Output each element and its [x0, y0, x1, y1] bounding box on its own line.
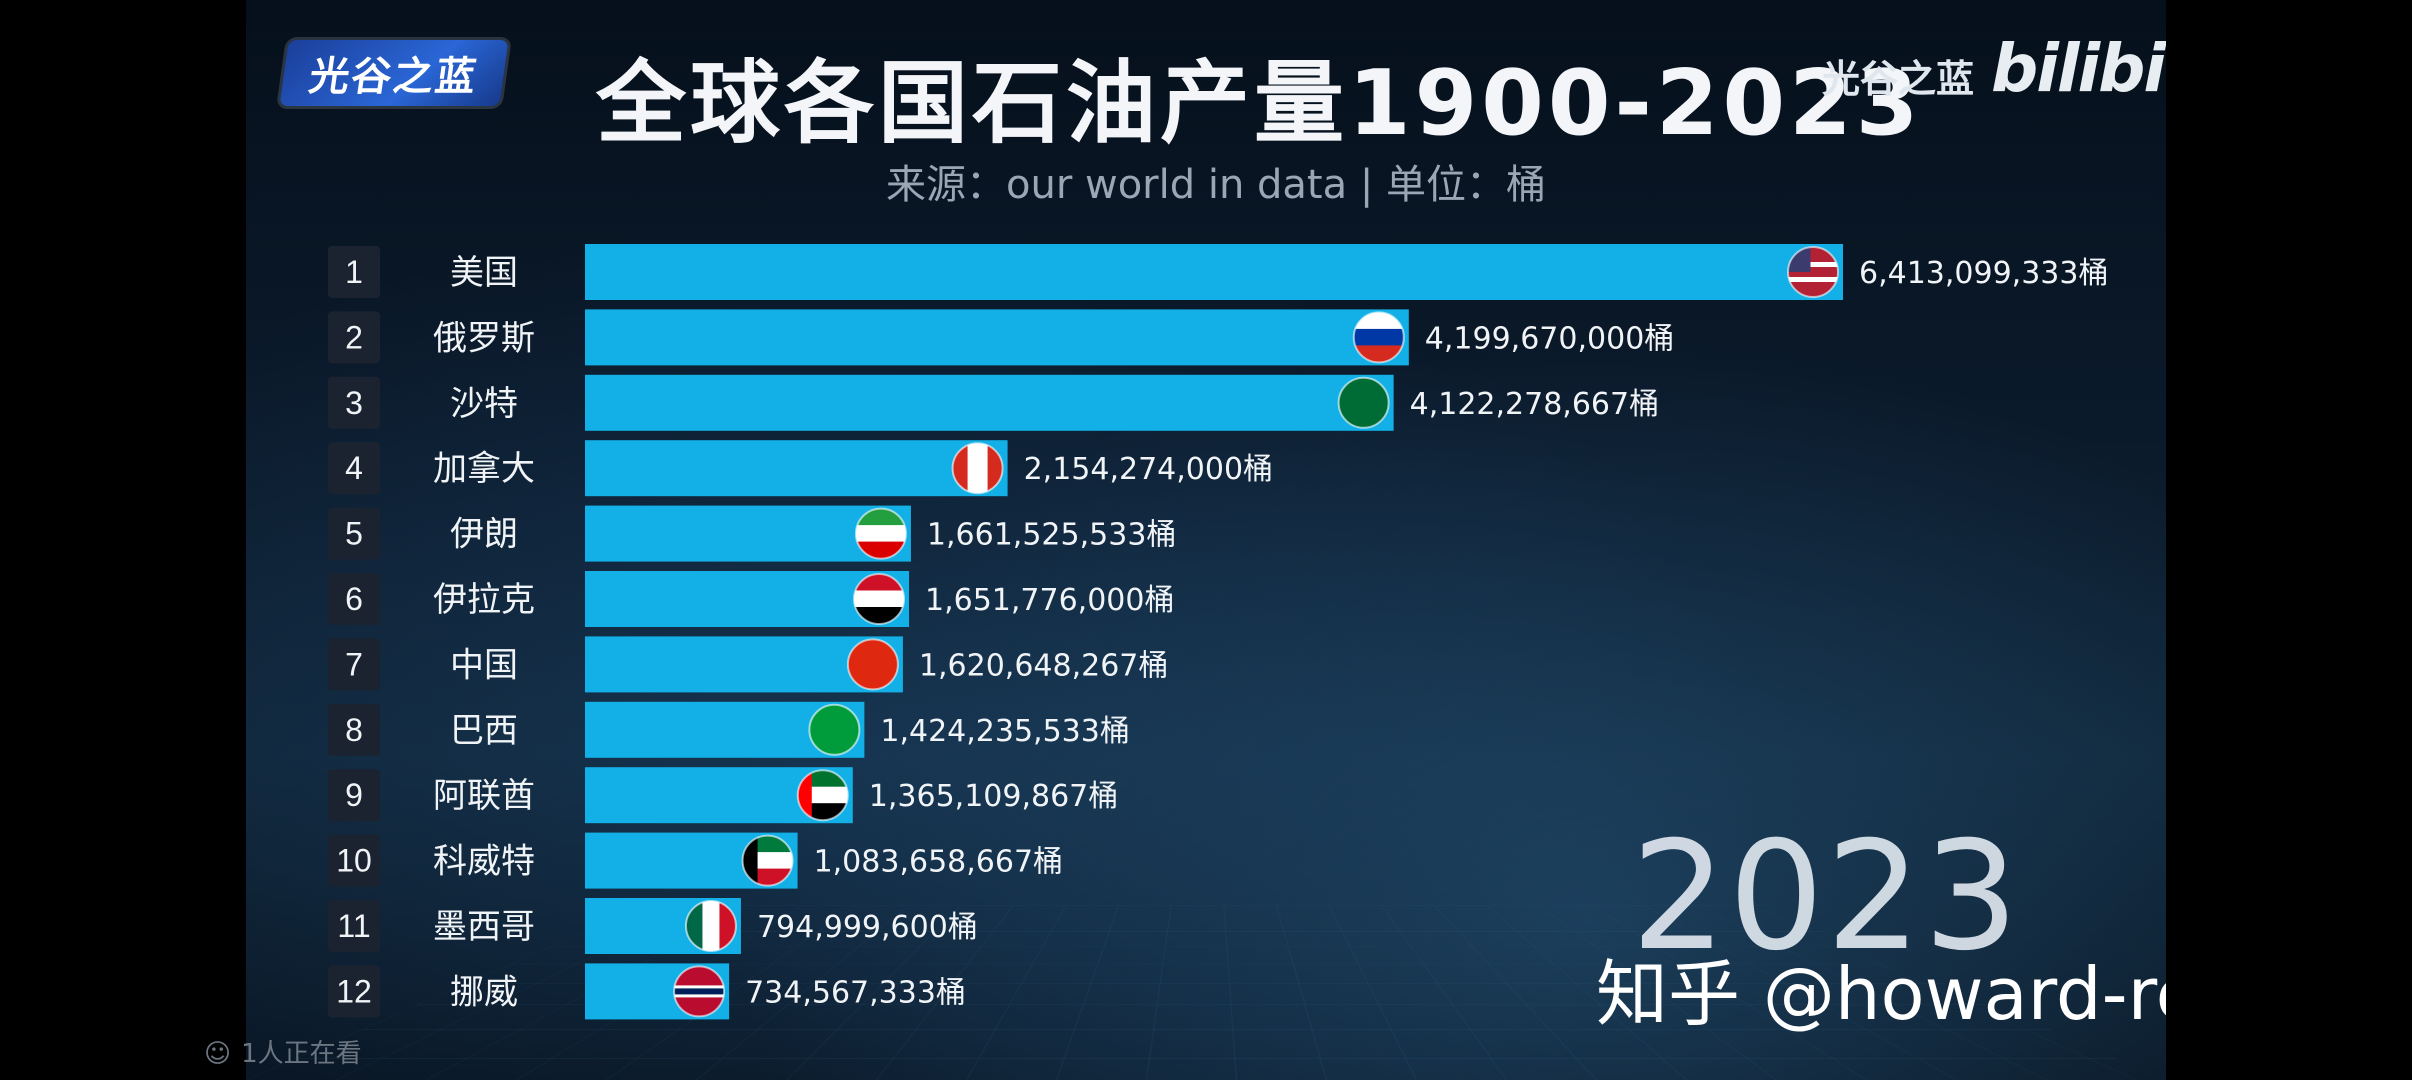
value-label: 1,651,776,000桶 — [925, 583, 1174, 618]
country-label: 加拿大 — [433, 449, 535, 489]
country-label: 沙特 — [450, 384, 518, 424]
flag-ring — [853, 573, 906, 625]
value-label: 1,083,658,667桶 — [814, 845, 1063, 880]
flag-ring — [1352, 311, 1405, 364]
rank-box — [328, 507, 380, 560]
rank-box — [328, 442, 380, 495]
flag-ring — [741, 834, 794, 887]
china-flag-icon — [846, 638, 899, 691]
mexico-flag-icon — [684, 900, 737, 952]
rank-number: 1 — [345, 254, 363, 290]
rank-number: 5 — [345, 516, 363, 552]
rank-box — [328, 769, 380, 822]
rank-box — [328, 638, 380, 691]
rank-number: 3 — [345, 385, 363, 421]
country-label: 巴西 — [450, 711, 518, 751]
value-label: 1,424,235,533桶 — [880, 714, 1129, 749]
flag-ring — [673, 965, 726, 1018]
value-label: 794,999,600桶 — [757, 910, 978, 945]
rank-number: 6 — [345, 581, 363, 617]
flag-ring — [796, 769, 849, 822]
bar — [585, 309, 1409, 366]
rank-box — [328, 703, 380, 756]
rank-number: 10 — [336, 843, 372, 879]
flag-ring — [1787, 246, 1839, 298]
value-label: 734,567,333桶 — [745, 975, 966, 1010]
value-label: 4,122,278,667桶 — [1410, 387, 1659, 422]
rank-number: 2 — [345, 319, 363, 355]
rank-number: 9 — [345, 777, 363, 813]
country-label: 伊朗 — [450, 515, 518, 555]
value-label: 1,620,648,267桶 — [919, 648, 1168, 683]
rank-box — [328, 311, 380, 364]
rank-box — [328, 900, 380, 952]
iraq-flag-icon — [853, 573, 906, 625]
rank-box — [328, 246, 380, 298]
country-label: 伊拉克 — [433, 580, 535, 620]
viewer-count: ☺ 1人正在看 — [204, 1033, 362, 1070]
flag-ring — [854, 507, 907, 560]
bar-chart: 1 美国 6,413,099,333桶 2 俄罗斯 4,199,670,000桶 3 沙特 4,… — [328, 244, 2108, 1020]
rank-box — [328, 573, 380, 625]
country-label: 美国 — [450, 253, 518, 293]
bar — [585, 244, 1843, 300]
chart-subtitle: 来源：our world in data | 单位：桶 — [886, 162, 1547, 208]
viewers-icon: ☺ — [204, 1039, 232, 1069]
canada-flag-icon — [951, 442, 1004, 495]
us-flag-icon — [1787, 246, 1839, 298]
norway-flag-icon — [673, 965, 726, 1018]
bar — [585, 440, 1008, 497]
value-label: 1,661,525,533桶 — [927, 518, 1176, 553]
flag-ring — [846, 638, 899, 691]
zhihu-watermark: 知乎 @howard-remote — [1596, 952, 2166, 1036]
rank-number: 4 — [345, 450, 363, 486]
country-label: 墨西哥 — [433, 907, 535, 947]
russia-flag-icon — [1352, 311, 1405, 364]
value-label: 1,365,109,867桶 — [869, 779, 1118, 814]
uae-flag-icon — [796, 769, 849, 822]
country-label: 挪威 — [450, 972, 518, 1012]
flag-ring — [951, 442, 1004, 495]
country-label: 俄罗斯 — [433, 318, 535, 358]
video-frame[interactable]: 光谷之蓝 全球各国石油产量1900-2023 来源：our world in d… — [246, 0, 2166, 1080]
rank-box — [328, 376, 380, 429]
chart-title: 全球各国石油产量1900-2023 — [596, 51, 1923, 156]
brazil-flag-icon — [808, 703, 861, 756]
iran-flag-icon — [854, 507, 907, 560]
saudi-flag-icon — [1337, 376, 1390, 429]
value-label: 6,413,099,333桶 — [1859, 256, 2108, 291]
flag-ring — [684, 900, 737, 952]
viewer-count-text: 1人正在看 — [241, 1039, 362, 1069]
flag-ring — [1337, 376, 1390, 429]
rank-number: 12 — [336, 973, 372, 1009]
rank-number: 8 — [345, 712, 363, 748]
year-label: 2023 — [1631, 810, 2021, 984]
brand-text: 光谷之蓝 — [1822, 57, 1975, 101]
bar — [585, 374, 1394, 431]
country-label: 阿联酋 — [433, 776, 535, 816]
bilibili-logo: bilibili — [1991, 30, 2166, 107]
kuwait-flag-icon — [741, 834, 794, 887]
value-label: 4,199,670,000桶 — [1425, 321, 1674, 356]
rank-box — [328, 834, 380, 887]
value-label: 2,154,274,000桶 — [1024, 452, 1273, 487]
country-label: 科威特 — [433, 842, 535, 882]
rank-box — [328, 965, 380, 1018]
rank-number: 11 — [337, 908, 370, 944]
flag-ring — [808, 703, 861, 756]
country-label: 中国 — [450, 645, 518, 685]
rank-number: 7 — [345, 646, 363, 682]
